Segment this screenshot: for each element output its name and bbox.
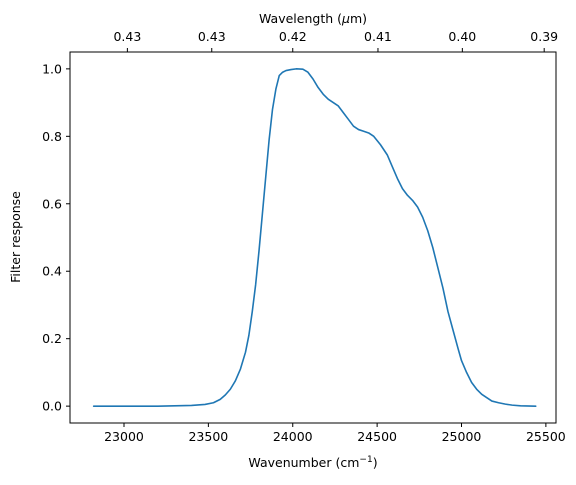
y-tick-label: 0.2 bbox=[42, 331, 62, 346]
plot-frame bbox=[69, 51, 557, 424]
top-axis-label-mu: μ bbox=[341, 11, 350, 26]
top-tick-label: 0.39 bbox=[530, 29, 558, 44]
x-axis-label-text: Wavenumber (cm bbox=[248, 455, 359, 470]
y-tick-label: 0.0 bbox=[42, 399, 62, 414]
y-tick-label: 0.8 bbox=[42, 129, 62, 144]
top-axis-label-suffix: m) bbox=[350, 11, 367, 26]
top-tick-label: 0.43 bbox=[198, 29, 226, 44]
x-tick-label: 25000 bbox=[442, 429, 482, 444]
plot-area: 23000 23500 24000 24500 25000 255000.00.20.40… bbox=[42, 29, 566, 444]
y-tick-label: 0.6 bbox=[42, 196, 62, 211]
x-axis-label-sup: −1 bbox=[359, 455, 372, 465]
x-tick-label: 24500 bbox=[357, 429, 397, 444]
y-tick-label: 1.0 bbox=[42, 61, 62, 76]
y-axis-label: Filter response bbox=[8, 191, 23, 283]
x-tick-label: 23000 bbox=[104, 429, 144, 444]
top-tick-label: 0.43 bbox=[113, 29, 141, 44]
x-tick-label: 23500 bbox=[188, 429, 228, 444]
top-tick-label: 0.42 bbox=[279, 29, 307, 44]
top-axis-label-prefix: Wavelength ( bbox=[259, 11, 342, 26]
filter-response-line bbox=[92, 68, 537, 407]
top-axis-label: Wavelength (μm) bbox=[259, 11, 367, 26]
top-tick-label: 0.41 bbox=[364, 29, 392, 44]
x-axis-label: Wavenumber (cm−1) bbox=[248, 455, 377, 470]
x-tick-label: 25500 bbox=[526, 429, 566, 444]
x-axis-label-end: ) bbox=[373, 455, 378, 470]
y-tick-label: 0.4 bbox=[42, 264, 62, 279]
marks-layer: 23000 23500 24000 24500 25000 255000.00.20.40… bbox=[42, 29, 566, 444]
x-tick-label: 24000 bbox=[273, 429, 313, 444]
top-tick-label: 0.40 bbox=[448, 29, 476, 44]
